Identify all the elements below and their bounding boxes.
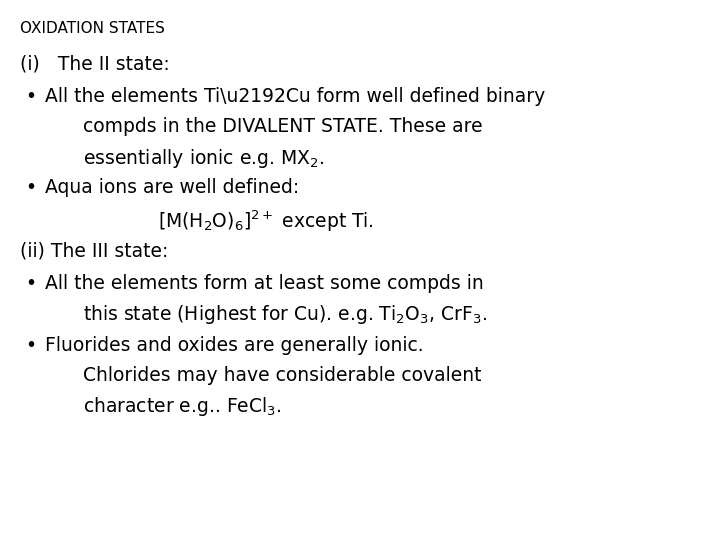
Text: Aqua ions are well defined:: Aqua ions are well defined: (45, 178, 299, 197)
Text: Chlorides may have considerable covalent: Chlorides may have considerable covalent (83, 366, 481, 384)
Text: (ii) The III state:: (ii) The III state: (20, 241, 168, 260)
Text: •: • (25, 87, 37, 106)
Text: •: • (25, 336, 37, 355)
Text: Fluorides and oxides are generally ionic.: Fluorides and oxides are generally ionic… (45, 336, 423, 355)
Text: All the elements form at least some compds in: All the elements form at least some comp… (45, 274, 483, 293)
Text: •: • (25, 178, 37, 197)
Text: essentially ionic e.g. MX$_2$.: essentially ionic e.g. MX$_2$. (83, 147, 324, 170)
Text: (i)   The II state:: (i) The II state: (20, 54, 170, 73)
Text: All the elements Ti\u2192Cu form well defined binary: All the elements Ti\u2192Cu form well de… (45, 87, 545, 106)
Text: [M(H$_2$O)$_6$]$^{2+}$ except Ti.: [M(H$_2$O)$_6$]$^{2+}$ except Ti. (158, 209, 374, 234)
Text: OXIDATION STATES: OXIDATION STATES (20, 21, 165, 36)
Text: •: • (25, 274, 37, 293)
Text: compds in the DIVALENT STATE. These are: compds in the DIVALENT STATE. These are (83, 117, 482, 136)
Text: character e.g.. FeCl$_3$.: character e.g.. FeCl$_3$. (83, 395, 282, 418)
Text: this state (Highest for Cu). e.g. Ti$_2$O$_3$, CrF$_3$.: this state (Highest for Cu). e.g. Ti$_2$… (83, 303, 487, 327)
